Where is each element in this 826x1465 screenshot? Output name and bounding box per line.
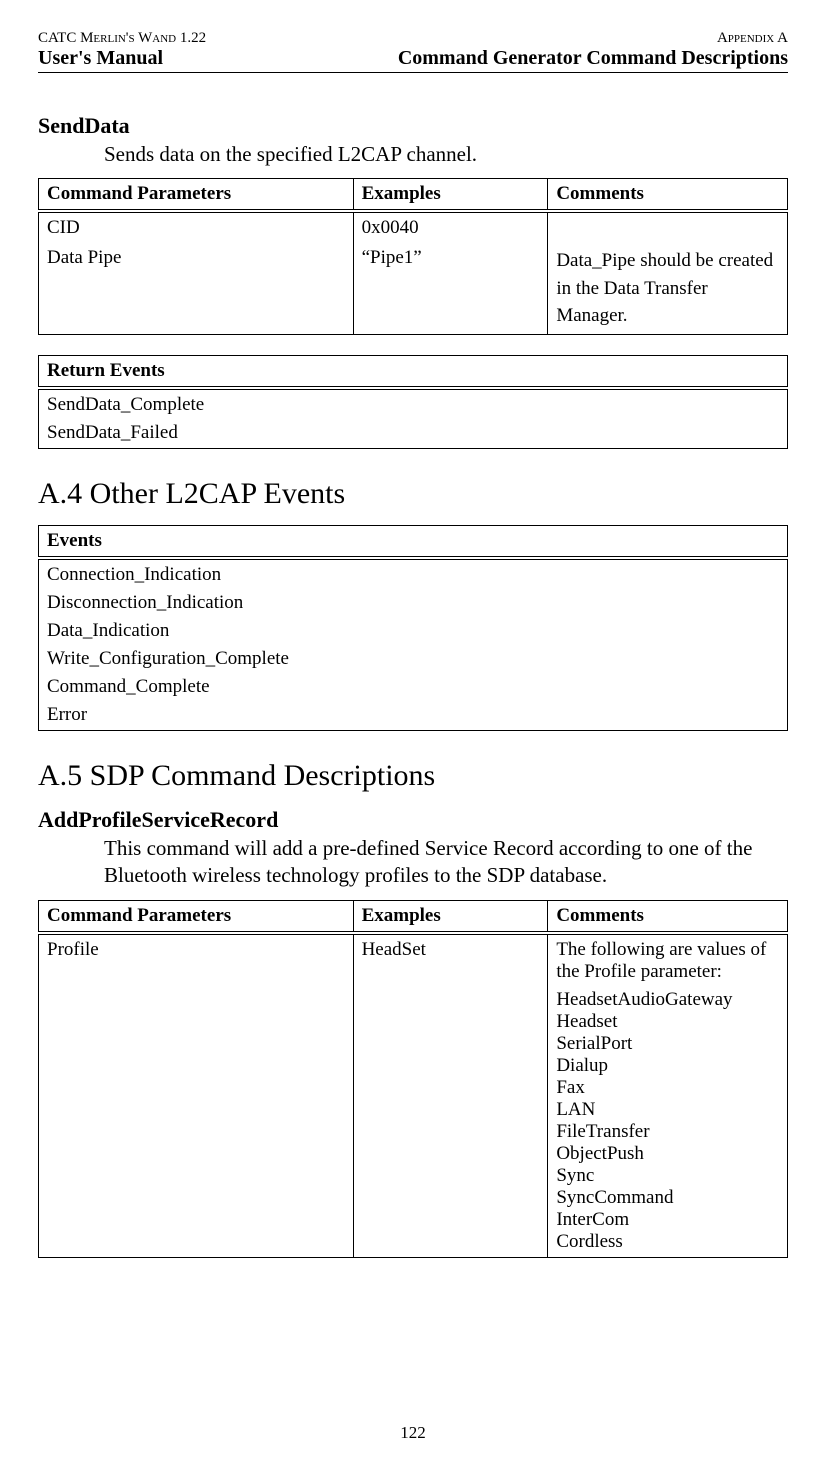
page: CATC Merlin's Wand 1.22 Appendix A User'… xyxy=(0,0,826,1465)
event-item: Data_Indication xyxy=(47,620,779,642)
th-return-events: Return Events xyxy=(39,355,788,388)
cell-param: Data Pipe xyxy=(39,243,354,334)
profile-value: ObjectPush xyxy=(556,1143,779,1165)
header-top-left: CATC Merlin's Wand 1.22 xyxy=(38,30,206,47)
th-examples: Examples xyxy=(353,900,548,933)
profile-value: Headset xyxy=(556,1011,779,1033)
addprofileservicerecord-title: AddProfileServiceRecord xyxy=(38,807,788,833)
table-header-row: Events xyxy=(39,525,788,558)
header-sub-left: User's Manual xyxy=(38,47,163,70)
cell-param: CID xyxy=(39,211,354,243)
comment-intro: The following are values of the Profile … xyxy=(556,939,779,983)
profile-value: SerialPort xyxy=(556,1033,779,1055)
table-row: SendData_Complete SendData_Failed xyxy=(39,388,788,449)
profile-value: Dialup xyxy=(556,1055,779,1077)
cell-return-events: SendData_Complete SendData_Failed xyxy=(39,388,788,449)
th-comments: Comments xyxy=(548,900,788,933)
event-item: Write_Configuration_Complete xyxy=(47,648,779,670)
table-row: Profile HeadSet The following are values… xyxy=(39,933,788,1258)
header-sub-right: Command Generator Command Descriptions xyxy=(398,47,788,70)
cell-example: 0x0040 xyxy=(353,211,548,243)
th-events: Events xyxy=(39,525,788,558)
table-header-row: Command Parameters Examples Comments xyxy=(39,179,788,212)
addprofile-params-table: Command Parameters Examples Comments Pro… xyxy=(38,900,788,1258)
th-command-parameters: Command Parameters xyxy=(39,179,354,212)
profile-value: Fax xyxy=(556,1077,779,1099)
senddata-title: SendData xyxy=(38,113,788,139)
section-a5-title: A.5 SDP Command Descriptions xyxy=(38,759,788,793)
th-comments: Comments xyxy=(548,179,788,212)
return-events-table: Return Events SendData_Complete SendData… xyxy=(38,355,788,449)
senddata-desc: Sends data on the specified L2CAP channe… xyxy=(104,141,788,168)
cell-example: “Pipe1” xyxy=(353,243,548,334)
cell-events: Connection_Indication Disconnection_Indi… xyxy=(39,558,788,731)
profile-value: LAN xyxy=(556,1099,779,1121)
table-header-row: Command Parameters Examples Comments xyxy=(39,900,788,933)
return-event-item: SendData_Failed xyxy=(47,422,779,444)
profile-value: SyncCommand xyxy=(556,1187,779,1209)
event-item: Command_Complete xyxy=(47,676,779,698)
profile-value: HeadsetAudioGateway xyxy=(556,989,779,1011)
profile-value: Sync xyxy=(556,1165,779,1187)
profile-value: Cordless xyxy=(556,1231,779,1253)
cell-comment xyxy=(548,211,788,243)
running-header-sub: User's Manual Command Generator Command … xyxy=(38,47,788,73)
cell-comment: Data_Pipe should be created in the Data … xyxy=(548,243,788,334)
th-command-parameters: Command Parameters xyxy=(39,900,354,933)
other-l2cap-events-table: Events Connection_Indication Disconnecti… xyxy=(38,525,788,731)
profile-value: FileTransfer xyxy=(556,1121,779,1143)
table-row: CID 0x0040 xyxy=(39,211,788,243)
section-a4-title: A.4 Other L2CAP Events xyxy=(38,477,788,511)
cell-comment: The following are values of the Profile … xyxy=(548,933,788,1258)
th-examples: Examples xyxy=(353,179,548,212)
cell-example: HeadSet xyxy=(353,933,548,1258)
profile-value: InterCom xyxy=(556,1209,779,1231)
senddata-params-table: Command Parameters Examples Comments CID… xyxy=(38,178,788,335)
page-number: 122 xyxy=(0,1423,826,1443)
addprofileservicerecord-desc: This command will add a pre-defined Serv… xyxy=(104,835,788,890)
running-header-top: CATC Merlin's Wand 1.22 Appendix A xyxy=(38,30,788,47)
event-item: Disconnection_Indication xyxy=(47,592,779,614)
table-row: Data Pipe “Pipe1” Data_Pipe should be cr… xyxy=(39,243,788,334)
event-item: Error xyxy=(47,704,779,726)
return-event-item: SendData_Complete xyxy=(47,394,779,416)
cell-param: Profile xyxy=(39,933,354,1258)
header-top-right: Appendix A xyxy=(717,30,788,47)
table-row: Connection_Indication Disconnection_Indi… xyxy=(39,558,788,731)
event-item: Connection_Indication xyxy=(47,564,779,586)
table-header-row: Return Events xyxy=(39,355,788,388)
